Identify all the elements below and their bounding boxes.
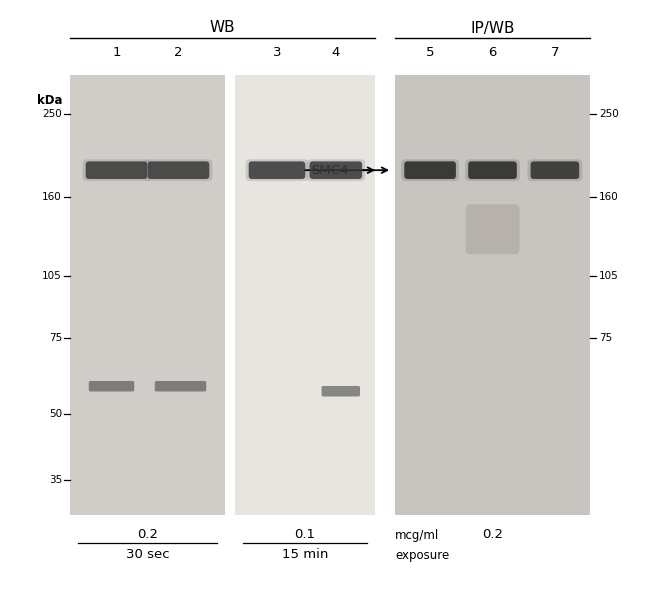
Text: SMC4: SMC4 xyxy=(311,163,348,177)
Text: 50: 50 xyxy=(49,409,62,419)
Text: 30 sec: 30 sec xyxy=(125,549,169,561)
Text: 75: 75 xyxy=(599,334,612,343)
FancyBboxPatch shape xyxy=(306,159,365,181)
Text: 5: 5 xyxy=(426,46,434,59)
Text: 3: 3 xyxy=(273,46,281,59)
Text: 160: 160 xyxy=(42,192,62,202)
FancyBboxPatch shape xyxy=(528,159,582,181)
FancyBboxPatch shape xyxy=(309,162,362,179)
FancyBboxPatch shape xyxy=(530,162,579,179)
Bar xyxy=(395,75,590,515)
Text: exposure: exposure xyxy=(395,549,449,561)
FancyBboxPatch shape xyxy=(468,162,517,179)
FancyBboxPatch shape xyxy=(322,386,360,397)
Text: 0.2: 0.2 xyxy=(137,528,158,542)
Text: 7: 7 xyxy=(551,46,559,59)
Text: mcg/ml: mcg/ml xyxy=(395,528,439,542)
Text: 250: 250 xyxy=(42,109,62,119)
Text: 75: 75 xyxy=(49,334,62,343)
FancyBboxPatch shape xyxy=(249,162,306,179)
Text: 160: 160 xyxy=(599,192,619,202)
Text: 105: 105 xyxy=(42,270,62,281)
FancyBboxPatch shape xyxy=(404,162,456,179)
Text: 0.2: 0.2 xyxy=(482,528,503,542)
Text: kDa: kDa xyxy=(36,94,62,106)
FancyBboxPatch shape xyxy=(465,159,520,181)
Text: 1: 1 xyxy=(112,46,121,59)
Text: 15 min: 15 min xyxy=(282,549,328,561)
Bar xyxy=(70,75,225,515)
FancyBboxPatch shape xyxy=(465,204,519,254)
FancyBboxPatch shape xyxy=(89,381,135,391)
FancyBboxPatch shape xyxy=(155,381,206,391)
Text: 35: 35 xyxy=(49,475,62,486)
FancyBboxPatch shape xyxy=(144,159,213,181)
Text: 105: 105 xyxy=(599,270,619,281)
Text: WB: WB xyxy=(210,20,235,35)
FancyBboxPatch shape xyxy=(401,159,459,181)
Text: 6: 6 xyxy=(488,46,497,59)
Text: 250: 250 xyxy=(599,109,619,119)
Text: IP/WB: IP/WB xyxy=(470,20,515,35)
Bar xyxy=(235,75,375,515)
Text: 2: 2 xyxy=(174,46,183,59)
FancyBboxPatch shape xyxy=(86,162,148,179)
FancyBboxPatch shape xyxy=(246,159,308,181)
FancyBboxPatch shape xyxy=(148,162,209,179)
Text: 0.1: 0.1 xyxy=(294,528,315,542)
FancyBboxPatch shape xyxy=(83,159,150,181)
Text: 4: 4 xyxy=(332,46,340,59)
